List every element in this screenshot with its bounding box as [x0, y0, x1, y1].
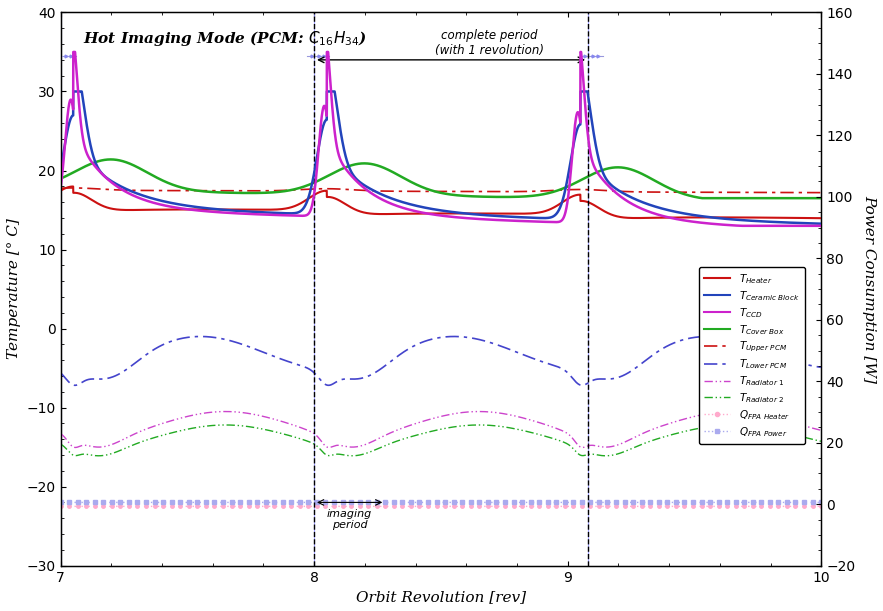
Legend: $T_{Heater}$, $T_{Ceramic\ Block}$, $T_{CCD}$, $T_{Cover\ Box}$, $T_{Upper\ PCM}: $T_{Heater}$, $T_{Ceramic\ Block}$, $T_{…: [699, 267, 804, 444]
Text: Hot Imaging Mode (PCM: $C_{16}H_{34}$): Hot Imaging Mode (PCM: $C_{16}H_{34}$): [83, 29, 367, 48]
X-axis label: Orbit Revolution [rev]: Orbit Revolution [rev]: [356, 590, 526, 604]
Y-axis label: Temperature [° C]: Temperature [° C]: [7, 219, 21, 359]
Y-axis label: Power Consumption [W]: Power Consumption [W]: [862, 195, 876, 383]
Text: complete period
(with 1 revolution): complete period (with 1 revolution): [434, 29, 544, 57]
Text: imaging
period: imaging period: [327, 509, 373, 530]
